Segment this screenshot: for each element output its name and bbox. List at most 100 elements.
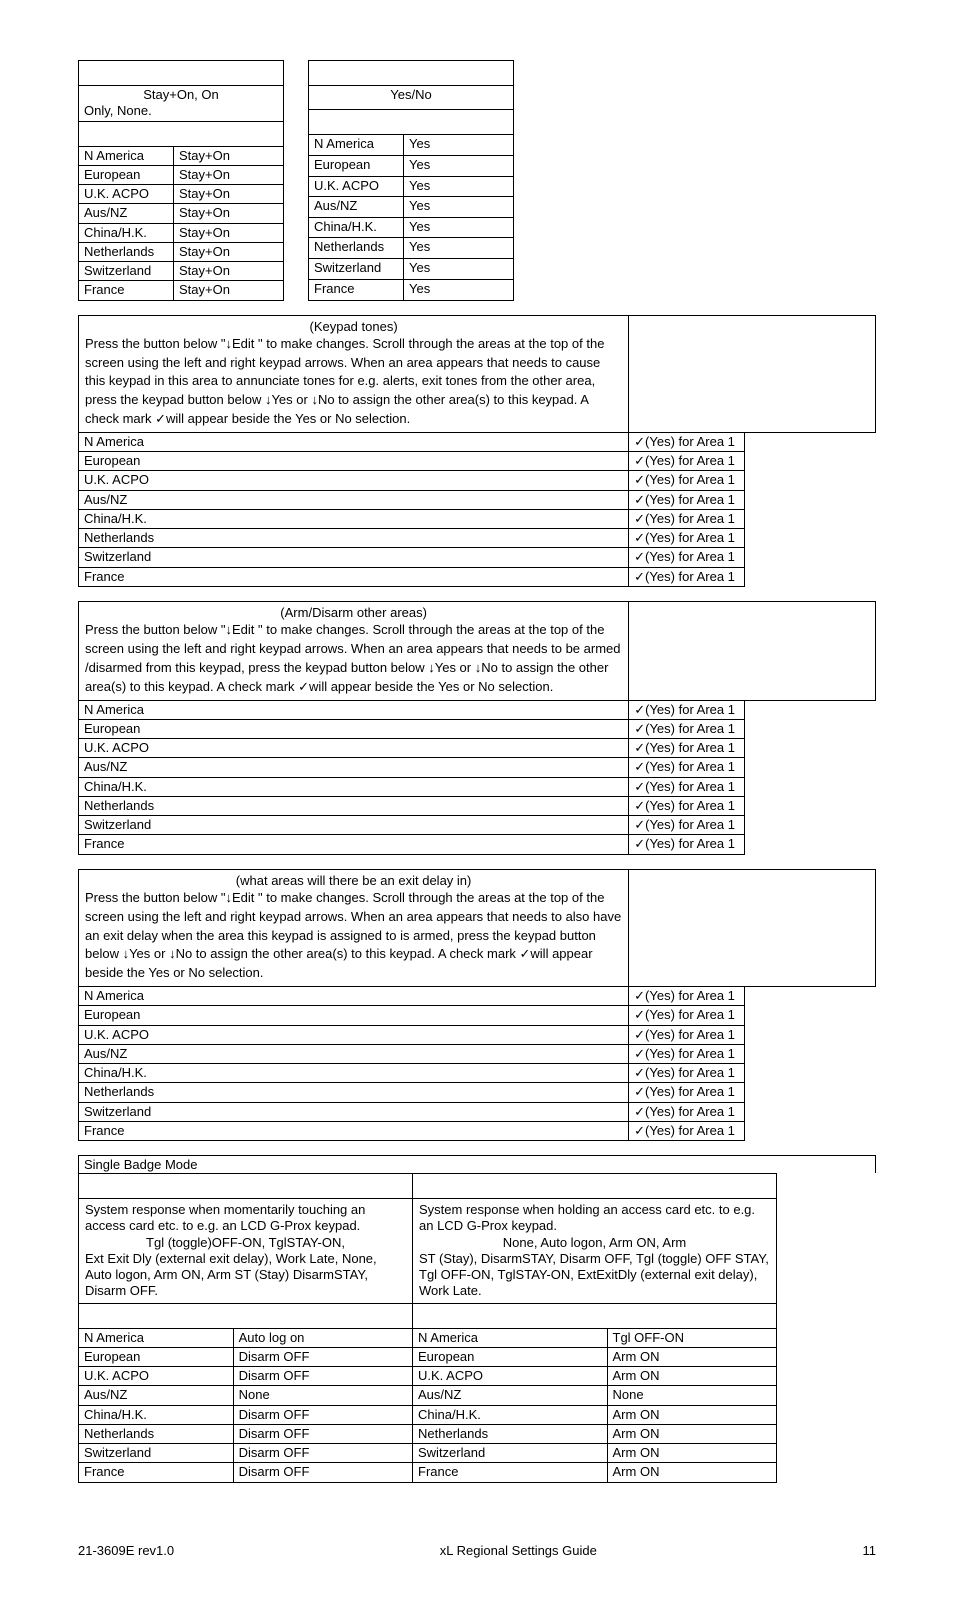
value-cell: ✓(Yes) for Area 1 bbox=[629, 432, 745, 451]
table-row: Aus/NZStay+On bbox=[79, 204, 284, 223]
region-cell: France bbox=[413, 1463, 608, 1482]
table-row: SwitzerlandYes bbox=[309, 259, 514, 280]
table-row: NetherlandsDisarm OFF bbox=[79, 1424, 413, 1443]
table-row: China/H.K.Stay+On bbox=[79, 223, 284, 242]
table-row: China/H.K.Yes bbox=[309, 217, 514, 238]
table-row: China/H.K.✓(Yes) for Area 1 bbox=[79, 777, 876, 796]
region-cell: Switzerland bbox=[79, 1444, 234, 1463]
region-cell: Netherlands bbox=[413, 1424, 608, 1443]
table-row: U.K. ACPO✓(Yes) for Area 1 bbox=[79, 739, 876, 758]
keypad-tones-title: (Keypad tones) bbox=[85, 319, 622, 335]
region-cell: Aus/NZ bbox=[79, 1386, 234, 1405]
table-row: France✓(Yes) for Area 1 bbox=[79, 1121, 876, 1140]
region-cell: China/H.K. bbox=[79, 777, 629, 796]
value-cell: Disarm OFF bbox=[233, 1405, 412, 1424]
footer-center: xL Regional Settings Guide bbox=[440, 1543, 597, 1558]
value-cell: Disarm OFF bbox=[233, 1367, 412, 1386]
region-cell: Switzerland bbox=[79, 548, 629, 567]
region-cell: European bbox=[79, 719, 629, 738]
region-cell: Netherlands bbox=[309, 238, 404, 259]
value-cell: Stay+On bbox=[174, 185, 284, 204]
top-left-header-line2: Only, None. bbox=[84, 103, 278, 119]
value-cell: Yes bbox=[404, 135, 514, 156]
table-row: European✓(Yes) for Area 1 bbox=[79, 452, 876, 471]
table-row: N America✓(Yes) for Area 1 bbox=[79, 700, 876, 719]
keypad-tones-block: (Keypad tones) Press the button below "↓… bbox=[78, 315, 876, 587]
region-cell: U.K. ACPO bbox=[79, 739, 629, 758]
table-row: China/H.K.Disarm OFF bbox=[79, 1405, 413, 1424]
exit-delay-body: Press the button below "↓Edit " to make … bbox=[85, 889, 622, 983]
value-cell: Stay+On bbox=[174, 204, 284, 223]
top-right-header: Yes/No bbox=[309, 86, 514, 110]
region-cell: China/H.K. bbox=[79, 1405, 234, 1424]
table-row: N America✓(Yes) for Area 1 bbox=[79, 987, 876, 1006]
value-cell: ✓(Yes) for Area 1 bbox=[629, 1006, 745, 1025]
value-cell: ✓(Yes) for Area 1 bbox=[629, 816, 745, 835]
region-cell: Netherlands bbox=[79, 242, 174, 261]
region-cell: N America bbox=[79, 700, 629, 719]
value-cell: ✓(Yes) for Area 1 bbox=[629, 758, 745, 777]
region-cell: Netherlands bbox=[79, 1083, 629, 1102]
table-row: Netherlands✓(Yes) for Area 1 bbox=[79, 529, 876, 548]
table-row: U.K. ACPOStay+On bbox=[79, 185, 284, 204]
region-cell: U.K. ACPO bbox=[309, 176, 404, 197]
value-cell: Stay+On bbox=[174, 262, 284, 281]
table-row: EuropeanDisarm OFF bbox=[79, 1347, 413, 1366]
value-cell: Auto log on bbox=[233, 1328, 412, 1347]
footer-right: 11 bbox=[863, 1543, 877, 1558]
value-cell: ✓(Yes) for Area 1 bbox=[629, 529, 745, 548]
table-row: U.K. ACPODisarm OFF bbox=[79, 1367, 413, 1386]
value-cell: ✓(Yes) for Area 1 bbox=[629, 1083, 745, 1102]
value-cell: Arm ON bbox=[607, 1367, 776, 1386]
region-cell: Aus/NZ bbox=[309, 197, 404, 218]
keypad-tones-desc: (Keypad tones) Press the button below "↓… bbox=[79, 315, 629, 432]
region-cell: France bbox=[79, 1463, 234, 1482]
value-cell: ✓(Yes) for Area 1 bbox=[629, 490, 745, 509]
value-cell: ✓(Yes) for Area 1 bbox=[629, 777, 745, 796]
value-cell: None bbox=[233, 1386, 412, 1405]
region-cell: Aus/NZ bbox=[79, 490, 629, 509]
region-cell: N America bbox=[79, 987, 629, 1006]
table-row: U.K. ACPOYes bbox=[309, 176, 514, 197]
arm-disarm-desc: (Arm/Disarm other areas) Press the butto… bbox=[79, 601, 629, 700]
region-cell: China/H.K. bbox=[79, 509, 629, 528]
table-row: Aus/NZ✓(Yes) for Area 1 bbox=[79, 758, 876, 777]
region-cell: N America bbox=[309, 135, 404, 156]
region-cell: N America bbox=[79, 1328, 234, 1347]
table-row: Aus/NZ✓(Yes) for Area 1 bbox=[79, 490, 876, 509]
value-cell: Yes bbox=[404, 155, 514, 176]
region-cell: U.K. ACPO bbox=[79, 471, 629, 490]
region-cell: Netherlands bbox=[79, 529, 629, 548]
region-cell: Netherlands bbox=[79, 1424, 234, 1443]
region-cell: U.K. ACPO bbox=[79, 1367, 234, 1386]
value-cell: ✓(Yes) for Area 1 bbox=[629, 548, 745, 567]
region-cell: European bbox=[79, 165, 174, 184]
table-row: EuropeanStay+On bbox=[79, 165, 284, 184]
region-cell: U.K. ACPO bbox=[79, 1025, 629, 1044]
value-cell: Arm ON bbox=[607, 1405, 776, 1424]
value-cell: ✓(Yes) for Area 1 bbox=[629, 452, 745, 471]
region-cell: European bbox=[309, 155, 404, 176]
table-row: N AmericaAuto log on bbox=[79, 1328, 413, 1347]
region-cell: China/H.K. bbox=[79, 223, 174, 242]
table-row: EuropeanArm ON bbox=[413, 1347, 777, 1366]
region-cell: Netherlands bbox=[79, 796, 629, 815]
table-row: N America✓(Yes) for Area 1 bbox=[79, 432, 876, 451]
table-row: FranceArm ON bbox=[413, 1463, 777, 1482]
table-row: NetherlandsStay+On bbox=[79, 242, 284, 261]
value-cell: Arm ON bbox=[607, 1444, 776, 1463]
table-row: NetherlandsYes bbox=[309, 238, 514, 259]
value-cell: ✓(Yes) for Area 1 bbox=[629, 1064, 745, 1083]
value-cell: ✓(Yes) for Area 1 bbox=[629, 700, 745, 719]
value-cell: ✓(Yes) for Area 1 bbox=[629, 835, 745, 854]
value-cell: Disarm OFF bbox=[233, 1347, 412, 1366]
table-row: U.K. ACPOArm ON bbox=[413, 1367, 777, 1386]
value-cell: Stay+On bbox=[174, 223, 284, 242]
footer-left: 21-3609E rev1.0 bbox=[78, 1543, 174, 1558]
value-cell: Disarm OFF bbox=[233, 1424, 412, 1443]
single-badge-title: Single Badge Mode bbox=[78, 1155, 876, 1173]
table-row: France✓(Yes) for Area 1 bbox=[79, 567, 876, 586]
value-cell: Arm ON bbox=[607, 1424, 776, 1443]
region-cell: Aus/NZ bbox=[79, 758, 629, 777]
value-cell: ✓(Yes) for Area 1 bbox=[629, 987, 745, 1006]
